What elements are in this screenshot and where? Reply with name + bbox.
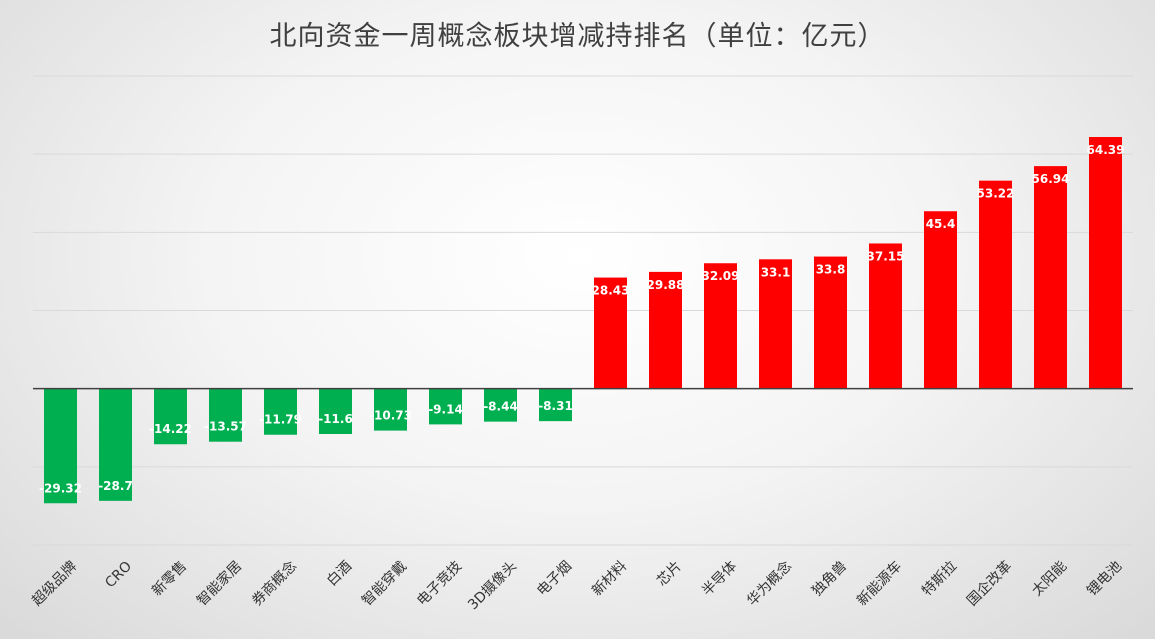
category-label-2: 新零售: [149, 558, 190, 599]
category-label-10: 新材料: [589, 558, 630, 599]
category-label-13: 华为概念: [743, 558, 795, 610]
category-label-6: 智能穿戴: [359, 558, 410, 609]
category-label-1: CRO: [102, 558, 135, 591]
value-labels: -29.32 -28.7 -14.22 -13.57 -11.79 -11.6 -10.73…: [39, 143, 1124, 495]
value-label-5: -11.6: [318, 412, 353, 426]
bar-10: [594, 277, 627, 389]
value-label-0: -29.32: [39, 481, 82, 495]
value-label-7: -9.14: [428, 402, 463, 416]
category-label-8: 3D摄像头: [465, 558, 520, 613]
category-label-7: 电子竞技: [413, 558, 465, 610]
value-label-6: -10.73: [369, 409, 412, 423]
value-label-12: 32.09: [702, 269, 740, 283]
bar-0: [44, 388, 77, 504]
value-label-15: 37.15: [867, 249, 905, 263]
category-label-9: 电子烟: [534, 558, 575, 599]
category-label-11: 芯片: [654, 558, 685, 589]
value-label-19: 64.39: [1087, 143, 1125, 157]
value-label-1: -28.7: [98, 479, 133, 493]
category-label-17: 国企改革: [963, 558, 1015, 610]
value-label-18: 56.94: [1032, 172, 1070, 186]
category-label-15: 新能源车: [853, 558, 905, 610]
bar-2: [154, 388, 187, 445]
category-label-18: 太阳能: [1029, 558, 1070, 599]
bar-8: [484, 388, 517, 422]
value-label-16: 45.4: [926, 217, 956, 231]
bar-7: [429, 388, 462, 425]
bar-4: [264, 388, 297, 435]
chart-title: 北向资金一周概念板块增减持排名（单位：亿元）: [269, 21, 886, 52]
value-label-14: 33.8: [816, 263, 846, 277]
bar-15: [869, 243, 902, 389]
category-label-14: 独角兽: [809, 558, 850, 599]
bar-13: [759, 259, 792, 389]
value-label-3: -13.57: [204, 420, 247, 434]
bar-12: [704, 263, 737, 389]
bar-18: [1034, 166, 1067, 389]
category-label-16: 特斯拉: [919, 558, 960, 599]
bar-1: [99, 388, 132, 501]
category-label-0: 超级品牌: [28, 558, 80, 610]
bar-17: [979, 180, 1012, 389]
value-label-2: -14.22: [149, 422, 192, 436]
bar-6: [374, 388, 407, 431]
value-label-4: -11.79: [259, 413, 302, 427]
gridlines: [33, 75, 1133, 546]
bars: [44, 137, 1122, 504]
value-label-11: 29.88: [647, 278, 685, 292]
category-labels: 超级品牌 CRO 新零售 智能家居 券商概念 白酒 智能穿戴 电子竞技 3D摄像头 电子烟 新材料芯…: [28, 558, 1125, 614]
bar-19: [1089, 137, 1122, 389]
bar-9: [539, 388, 572, 422]
value-label-17: 53.22: [977, 187, 1015, 201]
value-label-10: 28.43: [592, 284, 630, 298]
value-label-9: -8.31: [538, 399, 573, 413]
bar-14: [814, 256, 847, 389]
category-label-4: 券商概念: [248, 558, 300, 610]
bar-3: [209, 388, 242, 442]
category-label-3: 智能家居: [193, 558, 245, 610]
bar-5: [319, 388, 352, 435]
value-label-8: -8.44: [483, 400, 518, 414]
category-label-5: 白酒: [324, 558, 355, 589]
bar-16: [924, 211, 957, 389]
category-label-12: 半导体: [699, 558, 740, 599]
category-label-19: 锂电池: [1084, 558, 1125, 599]
bar-11: [649, 271, 682, 389]
value-label-13: 33.1: [761, 265, 791, 279]
